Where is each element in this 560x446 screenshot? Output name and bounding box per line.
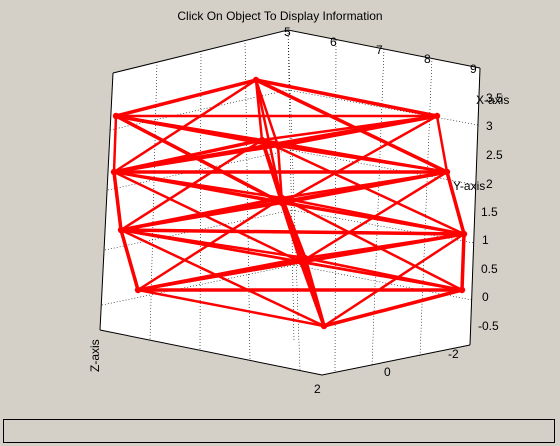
x-tick-label: 8 (424, 52, 431, 66)
wireframe-edge[interactable] (261, 138, 448, 174)
wireframe-vertex[interactable] (297, 258, 305, 266)
wireframe-edge[interactable] (280, 202, 303, 263)
z-tick-label: 2 (314, 382, 321, 396)
y-tick-label: 3 (486, 119, 493, 133)
wireframe-vertex[interactable] (320, 322, 328, 330)
y-tick-label: 3.5 (486, 91, 503, 105)
wireframe-edge[interactable] (120, 228, 302, 264)
wireframe-edge[interactable] (299, 261, 326, 327)
wireframe-vertex[interactable] (278, 199, 286, 207)
wireframe-edge[interactable] (113, 170, 302, 264)
y-tick-label: 2 (486, 177, 493, 191)
x-tick-label: 9 (470, 62, 477, 76)
wireframe-edge[interactable] (115, 114, 283, 205)
wireframe-edge[interactable] (304, 256, 463, 292)
wireframe-vertex[interactable] (110, 168, 118, 176)
y-tick-label: -0.5 (478, 319, 499, 333)
wireframe-edge[interactable] (115, 78, 257, 118)
wireframe-edge[interactable] (300, 232, 465, 264)
wireframe-vertex[interactable] (301, 254, 309, 262)
wireframe-edge[interactable] (255, 78, 438, 118)
wireframe-edge[interactable] (113, 170, 283, 205)
wireframe-vertex[interactable] (443, 168, 451, 176)
y-tick-label: 1.5 (481, 205, 498, 219)
z-tick-label: -2 (448, 347, 459, 361)
wireframe-edge[interactable] (113, 78, 257, 174)
wireframe-object[interactable] (110, 76, 468, 330)
wireframe-vertex[interactable] (458, 286, 466, 294)
wireframe-edge[interactable] (137, 196, 283, 292)
wireframe-edge[interactable] (323, 288, 463, 328)
x-axis-label: X-axis (476, 93, 509, 107)
y-axis-label: Y-axis (453, 179, 485, 193)
wireframe-edge[interactable] (460, 233, 466, 291)
wireframe-edge[interactable] (445, 171, 466, 235)
x-tick-label: 6 (330, 35, 337, 49)
wireframe-edge[interactable] (120, 138, 263, 232)
wireframe-vertex[interactable] (460, 230, 468, 238)
wireframe-edge[interactable] (254, 79, 280, 147)
axis-box (99, 29, 481, 376)
wireframe-vertex[interactable] (258, 136, 266, 144)
z-tick-label: 0 (384, 365, 391, 379)
3d-plot-axes[interactable]: 5 6 7 8 9 X-axis 3.5 3 2.5 2 1.5 1 0.5 0… (0, 0, 560, 418)
x-tick-label: 5 (284, 25, 291, 39)
y-tick-label: 1 (482, 233, 489, 247)
wireframe-edge[interactable] (281, 170, 448, 205)
wireframe-edge[interactable] (323, 232, 465, 328)
wireframe-edge[interactable] (120, 228, 325, 328)
y-tick-label: 0.5 (481, 262, 498, 276)
wireframe-edge[interactable] (137, 256, 306, 292)
wireframe-edge[interactable] (112, 115, 118, 173)
z-axis-label: Z-axis (88, 339, 102, 372)
wireframe-edge[interactable] (119, 229, 140, 291)
wireframe-vertex[interactable] (278, 194, 286, 202)
y-tick-label: 2.5 (486, 148, 503, 162)
wireframe-edge[interactable] (435, 115, 449, 173)
wireframe-vertex[interactable] (117, 226, 125, 234)
wireframe-edge[interactable] (281, 196, 465, 236)
wireframe-vertex[interactable] (274, 142, 282, 150)
wireframe-edge[interactable] (280, 197, 307, 259)
info-bar (3, 419, 555, 443)
wireframe-vertex[interactable] (134, 286, 142, 294)
wireframe-vertex[interactable] (433, 112, 441, 120)
wireframe-edge[interactable] (137, 288, 325, 328)
wireframe-vertex[interactable] (112, 112, 120, 120)
y-tick-label: 0 (482, 290, 489, 304)
wireframe-edge[interactable] (254, 79, 264, 141)
wireframe-edge[interactable] (112, 171, 123, 231)
plot-title: Click On Object To Display Information (177, 9, 383, 23)
wireframe-edge[interactable] (255, 78, 448, 174)
wireframe-edge[interactable] (281, 196, 463, 292)
x-tick-label: 7 (376, 43, 383, 57)
wireframe-edge[interactable] (120, 196, 283, 232)
wireframe-edge[interactable] (260, 139, 284, 199)
wireframe-vertex[interactable] (252, 76, 260, 84)
